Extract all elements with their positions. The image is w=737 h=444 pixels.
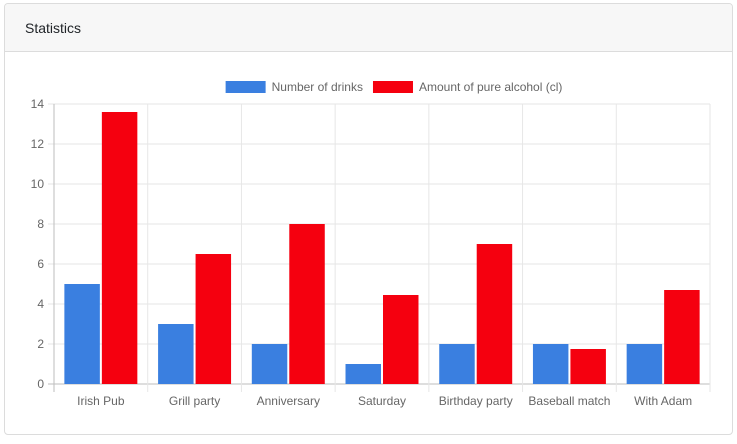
- bar-drinks: [158, 324, 194, 384]
- bar-drinks: [251, 344, 288, 384]
- bar-alcohol: [289, 224, 325, 384]
- x-tick-label: Saturday: [358, 394, 406, 408]
- y-tick-label: 12: [31, 137, 45, 151]
- bar-alcohol: [476, 244, 513, 384]
- bar-alcohol: [101, 112, 138, 384]
- bar-drinks: [345, 364, 381, 384]
- bar-drinks: [626, 344, 663, 384]
- card-header: Statistics: [5, 4, 732, 52]
- bar-drinks: [532, 344, 569, 384]
- card-title: Statistics: [25, 19, 82, 36]
- bar-alcohol: [195, 254, 232, 384]
- x-tick-label: Irish Pub: [77, 394, 125, 408]
- y-tick-label: 0: [37, 377, 44, 391]
- bar-drinks: [64, 284, 100, 384]
- x-tick-label: Baseball match: [528, 394, 610, 408]
- legend-swatch: [372, 81, 413, 93]
- x-tick-label: With Adam: [634, 394, 692, 408]
- legend-label: Amount of pure alcohol (cl): [419, 80, 562, 94]
- bar-alcohol: [570, 349, 606, 384]
- y-tick-label: 10: [31, 177, 45, 191]
- x-tick-label: Anniversary: [257, 394, 320, 408]
- x-tick-label: Birthday party: [439, 394, 513, 408]
- y-tick-label: 6: [37, 257, 44, 271]
- y-tick-label: 8: [37, 217, 44, 231]
- y-tick-label: 4: [37, 297, 44, 311]
- x-tick-label: Grill party: [169, 394, 220, 408]
- legend-swatch: [225, 81, 266, 93]
- bar-drinks: [439, 344, 475, 384]
- y-tick-label: 2: [37, 337, 44, 351]
- bar-alcohol: [664, 290, 700, 384]
- bar-alcohol: [383, 295, 419, 384]
- y-tick-label: 14: [31, 97, 45, 111]
- legend-label: Number of drinks: [272, 80, 363, 94]
